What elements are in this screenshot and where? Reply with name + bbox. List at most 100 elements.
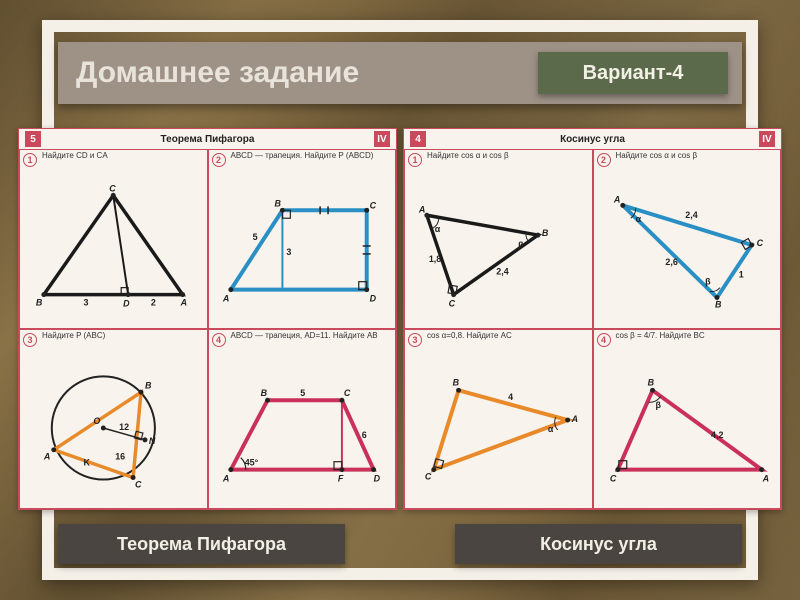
sheet-grid: 1 Найдите cos α и cos β A B C α β 1,8 2,4 (404, 149, 781, 509)
svg-text:B: B (647, 377, 654, 387)
diagram-cos-orange: BAC α 4 (409, 346, 588, 504)
svg-text:C: C (109, 183, 116, 193)
diagram-cos-black: A B C α β 1,8 2,4 (409, 166, 588, 324)
svg-text:A: A (221, 294, 228, 304)
corner-number: 4 (410, 131, 426, 147)
cell-number: 4 (597, 333, 611, 347)
sheet-header: 4 Косинус угла IV (404, 129, 781, 149)
svg-text:1,8: 1,8 (429, 254, 441, 264)
cell-prompt: Найдите P (ABC) (42, 332, 203, 341)
svg-text:C: C (609, 474, 616, 484)
cell-1: 1 Найдите CD и CA B A C D 3 2 (19, 149, 208, 329)
label-left: Теорема Пифагора (58, 524, 345, 564)
svg-text:3: 3 (84, 297, 89, 307)
svg-text:β: β (655, 400, 661, 410)
svg-text:45°: 45° (244, 458, 258, 468)
svg-text:B: B (542, 228, 549, 238)
cell-prompt: Найдите CD и CA (42, 152, 203, 161)
svg-text:B: B (145, 380, 152, 390)
diagram-trapezoid-blue: A D B C 5 3 (213, 166, 392, 324)
svg-text:B: B (274, 198, 281, 208)
svg-text:A: A (761, 474, 768, 484)
sheet-header: 5 Теорема Пифагора IV (19, 129, 396, 149)
cell-4: 4 ABCD — трапеция, AD=11. Найдите AB 45°… (208, 329, 397, 509)
svg-text:β: β (518, 240, 524, 250)
svg-text:B: B (715, 299, 722, 309)
svg-text:4,2: 4,2 (711, 430, 723, 440)
diagram-inscribed-triangle: A B C O N K 12 16 (24, 346, 203, 504)
svg-text:2,4: 2,4 (685, 210, 697, 220)
cell-prompt: Найдите cos α и cos β (427, 152, 588, 161)
cell-number: 3 (23, 333, 37, 347)
svg-text:5: 5 (252, 232, 257, 242)
cell-number: 1 (408, 153, 422, 167)
svg-text:A: A (418, 204, 425, 214)
svg-text:F: F (337, 474, 343, 484)
cell-2: 2 ABCD — трапеция. Найдите P (ABCD) (208, 149, 397, 329)
cell-prompt: Найдите cos α и cos β (616, 152, 777, 161)
cell-number: 2 (212, 153, 226, 167)
svg-text:3: 3 (286, 247, 291, 257)
sheet-cosine: 4 Косинус угла IV 1 Найдите cos α и cos … (403, 128, 782, 510)
svg-text:A: A (43, 452, 50, 462)
cell-2: 2 Найдите cos α и cos β A C B α β 2,4 2,6 1 (593, 149, 782, 329)
sheet-title: Теорема Пифагора (41, 134, 374, 145)
cell-prompt: ABCD — трапеция, AD=11. Найдите AB (231, 332, 392, 341)
svg-text:N: N (149, 436, 156, 446)
svg-text:K: K (84, 458, 91, 468)
cell-number: 1 (23, 153, 37, 167)
corner-number: 5 (25, 131, 41, 147)
svg-text:2: 2 (151, 297, 156, 307)
cell-number: 4 (212, 333, 226, 347)
svg-text:D: D (373, 474, 380, 484)
svg-text:6: 6 (361, 430, 366, 440)
diagram-triangle-altitude: B A C D 3 2 (24, 166, 203, 324)
label-left-text: Теорема Пифагора (117, 534, 286, 555)
diagram-cos-blue: A C B α β 2,4 2,6 1 (598, 166, 777, 324)
svg-text:O: O (93, 416, 100, 426)
cell-prompt: cos α=0,8. Найдите AC (427, 332, 588, 341)
svg-text:C: C (425, 472, 432, 482)
svg-text:12: 12 (119, 422, 129, 432)
svg-text:A: A (221, 474, 228, 484)
label-right: Косинус угла (455, 524, 742, 564)
roman-number: IV (759, 131, 775, 147)
cell-3: 3 cos α=0,8. Найдите AC BAC α 4 (404, 329, 593, 509)
worksheets: 5 Теорема Пифагора IV 1 Найдите CD и CA … (18, 128, 782, 510)
svg-text:16: 16 (115, 452, 125, 462)
svg-text:A: A (612, 194, 619, 204)
cell-prompt: ABCD — трапеция. Найдите P (ABCD) (231, 152, 392, 161)
svg-text:B: B (36, 297, 43, 307)
svg-text:C: C (343, 388, 350, 398)
sheet-pythagoras: 5 Теорема Пифагора IV 1 Найдите CD и CA … (18, 128, 397, 510)
label-right-text: Косинус угла (540, 534, 657, 555)
cell-1: 1 Найдите cos α и cos β A B C α β 1,8 2,4 (404, 149, 593, 329)
svg-text:5: 5 (300, 388, 305, 398)
svg-text:2,4: 2,4 (496, 267, 508, 277)
svg-text:B: B (453, 377, 460, 387)
svg-text:α: α (435, 224, 441, 234)
variant-text: Вариант-4 (583, 62, 684, 85)
svg-text:D: D (123, 298, 130, 308)
svg-text:A: A (180, 297, 187, 307)
svg-text:C: C (449, 298, 456, 308)
svg-text:4: 4 (508, 392, 513, 402)
diagram-cos-magenta: B A C β 4,2 (598, 346, 777, 504)
cell-number: 2 (597, 153, 611, 167)
roman-number: IV (374, 131, 390, 147)
variant-box: Вариант-4 (538, 52, 728, 94)
svg-text:C: C (369, 200, 376, 210)
cell-prompt: cos β = 4/7. Найдите BC (616, 332, 777, 341)
svg-text:C: C (756, 238, 763, 248)
svg-text:A: A (571, 414, 578, 424)
sheet-grid: 1 Найдите CD и CA B A C D 3 2 2 (19, 149, 396, 509)
cell-4: 4 cos β = 4/7. Найдите BC B A C β 4,2 (593, 329, 782, 509)
svg-text:C: C (135, 479, 142, 489)
svg-text:β: β (705, 277, 711, 287)
svg-text:1: 1 (738, 270, 743, 280)
svg-text:α: α (635, 214, 641, 224)
bottom-labels: Теорема Пифагора Косинус угла (58, 524, 742, 564)
svg-text:D: D (369, 294, 376, 304)
svg-text:2,6: 2,6 (665, 257, 677, 267)
cell-number: 3 (408, 333, 422, 347)
